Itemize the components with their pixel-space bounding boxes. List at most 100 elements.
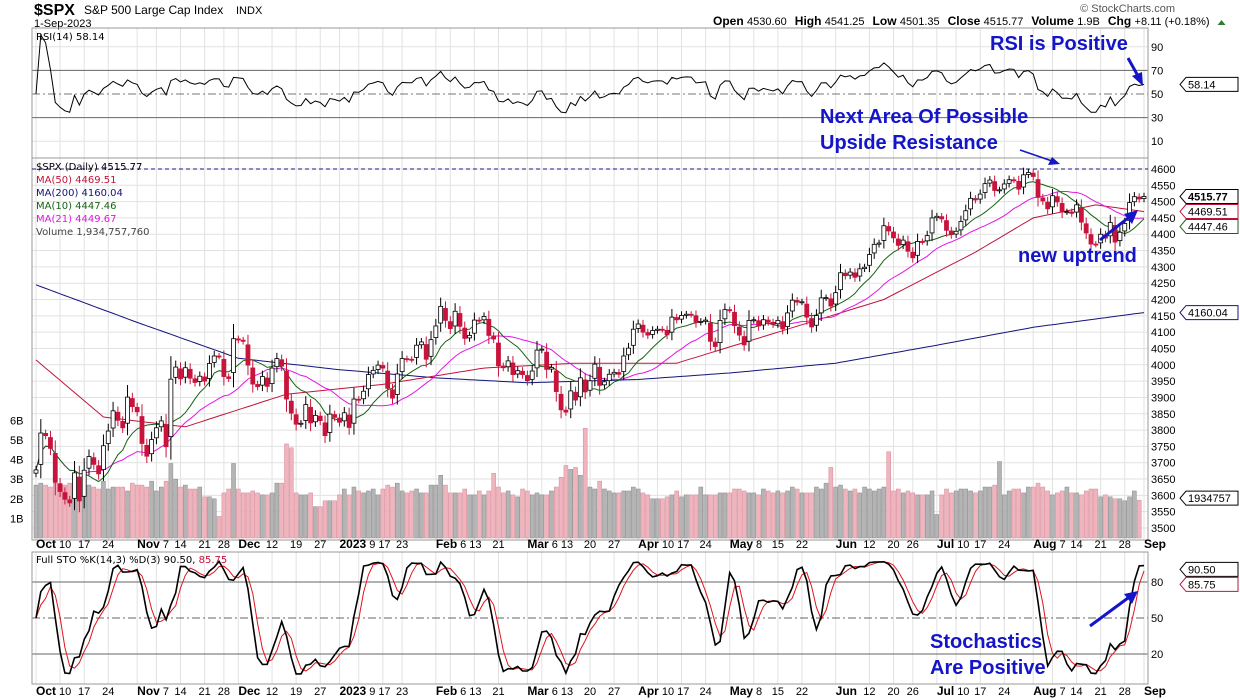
ohlc-item: Close 4515.77 bbox=[948, 14, 1024, 28]
candle bbox=[751, 319, 757, 322]
volume-bar bbox=[303, 494, 309, 539]
x-tick-label: 24 bbox=[699, 539, 711, 551]
volume-bar bbox=[163, 480, 169, 539]
x-tick-label: 15 bbox=[772, 539, 784, 551]
sto-legend-k: Full STO %K(14,3) %D(3) 90.50, bbox=[36, 555, 195, 566]
ohlc-value: 4501.35 bbox=[900, 16, 940, 28]
candle bbox=[553, 370, 559, 392]
volume-bar bbox=[804, 492, 810, 539]
volume-bar bbox=[529, 494, 535, 539]
volume-bar bbox=[1074, 492, 1079, 539]
candle bbox=[703, 319, 709, 322]
candle bbox=[274, 358, 280, 368]
candle bbox=[264, 377, 270, 387]
volume-bar bbox=[929, 490, 935, 539]
sto-panel bbox=[35, 560, 1145, 676]
volume-bar bbox=[178, 486, 183, 539]
volume-bar bbox=[226, 488, 231, 539]
candle bbox=[337, 417, 342, 423]
x-tick-label: 26 bbox=[907, 539, 919, 551]
sto-d-line bbox=[35, 561, 1145, 672]
price-tick-label: 3550 bbox=[1151, 507, 1175, 519]
volume-bar bbox=[563, 465, 569, 539]
candle bbox=[900, 239, 906, 245]
volume-bar bbox=[101, 480, 106, 539]
volume-bar bbox=[356, 490, 362, 539]
volume-bar bbox=[751, 492, 757, 539]
x-tick-label: 21 bbox=[198, 686, 210, 698]
candle bbox=[279, 359, 285, 367]
candle bbox=[655, 328, 660, 331]
candle bbox=[158, 420, 164, 428]
volume-bar bbox=[939, 494, 944, 539]
candle bbox=[457, 313, 463, 327]
ohlc-key: Volume bbox=[1031, 14, 1077, 28]
x-tick-label: 17 bbox=[78, 686, 90, 698]
volume-bar bbox=[708, 494, 713, 539]
candle bbox=[799, 301, 805, 304]
sto-legend-d: 85.75 bbox=[199, 555, 228, 566]
price-tick-label: 4200 bbox=[1151, 295, 1175, 307]
candle bbox=[992, 181, 998, 191]
close-value-box-frame bbox=[1179, 188, 1239, 204]
volume-value-box-text: 1934757 bbox=[1188, 493, 1231, 505]
candle bbox=[1011, 179, 1017, 182]
candle bbox=[712, 341, 718, 347]
volume-bar bbox=[385, 484, 390, 539]
rsi-legend: RSI(14) 58.14 bbox=[36, 32, 105, 43]
ma200-value-box-text: 4160.04 bbox=[1188, 308, 1228, 320]
volume-bar bbox=[505, 490, 511, 539]
candle bbox=[1064, 211, 1070, 214]
volume-bar bbox=[1132, 490, 1137, 539]
volume-bar bbox=[43, 484, 48, 539]
grid bbox=[32, 28, 1148, 684]
arrow-rsi bbox=[1126, 57, 1140, 77]
watermark: © StockCharts.com bbox=[1080, 3, 1175, 15]
x-tick-label: Sep bbox=[1144, 684, 1166, 698]
candle bbox=[616, 372, 622, 375]
volume-bar bbox=[539, 494, 545, 539]
candle bbox=[380, 365, 386, 369]
ohlc-item: Chg +8.11 (+0.18%) bbox=[1108, 14, 1210, 28]
volume-bar bbox=[134, 484, 140, 539]
x-tick-label: 15 bbox=[772, 686, 784, 698]
candle bbox=[322, 422, 328, 437]
candle bbox=[313, 414, 318, 423]
volume-bar bbox=[510, 494, 516, 539]
x-tick-label: 7 bbox=[1060, 686, 1066, 698]
ma50-line bbox=[35, 204, 1145, 428]
x-tick-label: 17 bbox=[974, 686, 986, 698]
candle bbox=[920, 241, 925, 243]
candle bbox=[510, 362, 516, 375]
candle bbox=[746, 320, 752, 342]
x-tick-label: 27 bbox=[314, 686, 326, 698]
candle bbox=[997, 189, 1002, 192]
volume-bar bbox=[197, 486, 203, 539]
price-tick-label: 4050 bbox=[1151, 343, 1175, 355]
volume-bar bbox=[746, 492, 752, 539]
volume-bar bbox=[168, 463, 174, 539]
volume-bar bbox=[520, 488, 525, 539]
volume-bar bbox=[346, 494, 352, 539]
volume-bar bbox=[1117, 498, 1123, 539]
x-tick-label: 17 bbox=[677, 686, 689, 698]
candle bbox=[1078, 207, 1084, 223]
x-tick-label: 21 bbox=[1095, 686, 1107, 698]
x-tick-label: 24 bbox=[699, 686, 711, 698]
volume-bar bbox=[833, 486, 838, 539]
candle bbox=[163, 424, 169, 448]
x-tick-label: Nov bbox=[137, 684, 160, 698]
volume-bar bbox=[635, 488, 641, 539]
x-tick-label: 10 bbox=[957, 539, 969, 551]
candle bbox=[1093, 243, 1099, 246]
candle bbox=[968, 197, 973, 210]
symbol: $SPX bbox=[34, 2, 75, 19]
ma50-value-box: 4469.51 bbox=[1179, 204, 1239, 220]
volume-bar bbox=[298, 494, 304, 539]
candle bbox=[621, 355, 627, 372]
x-tick-label: Dec bbox=[238, 537, 260, 551]
candle bbox=[1035, 179, 1041, 198]
candle bbox=[568, 390, 574, 410]
close-value-box-text: 4515.77 bbox=[1188, 191, 1228, 203]
candle bbox=[226, 376, 232, 379]
